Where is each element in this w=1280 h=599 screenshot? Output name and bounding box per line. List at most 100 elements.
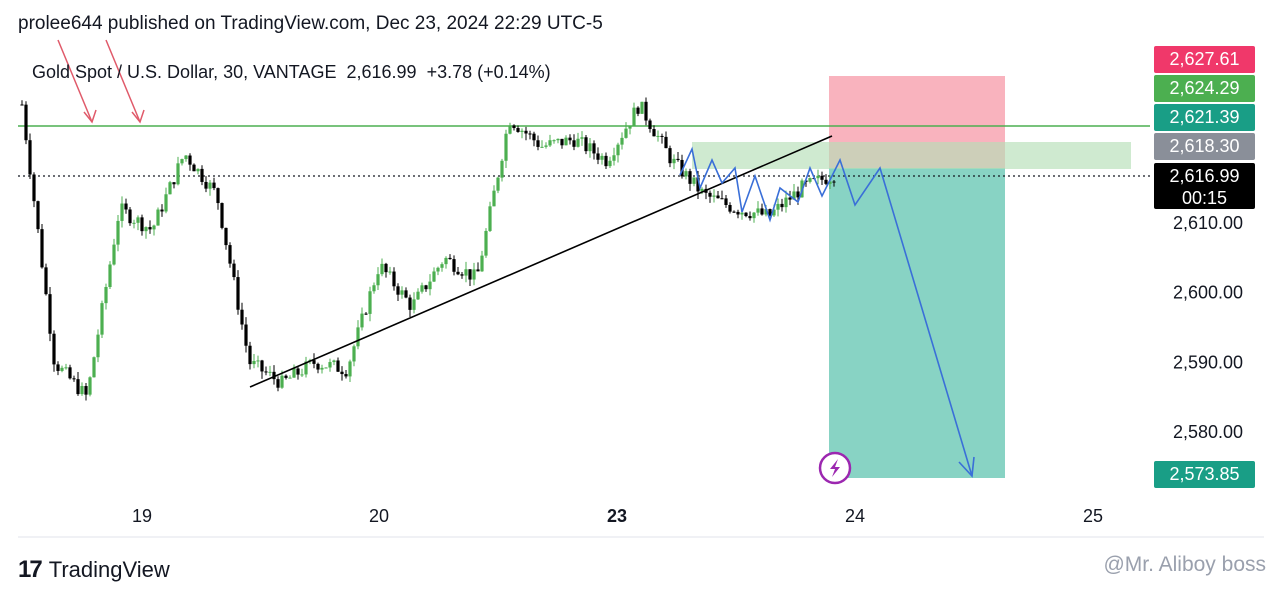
candle-body (312, 360, 316, 364)
candle-body (148, 227, 152, 230)
lightning-icon (818, 451, 852, 485)
stop-price-tag: 2,627.61 (1154, 46, 1255, 73)
candle-body (384, 263, 388, 273)
y-tick-label: 2,590.00 (1173, 352, 1243, 372)
candle-body (652, 129, 656, 137)
candle-body (164, 194, 168, 212)
candle-body (500, 160, 504, 178)
candle-body (272, 371, 276, 380)
candle-body (424, 285, 428, 290)
candle-body (696, 177, 700, 192)
candle-body (708, 192, 712, 197)
candle-body (516, 128, 520, 132)
candle-body (520, 130, 524, 132)
candle-body (732, 211, 736, 213)
candle-body (488, 206, 492, 231)
candle-body (768, 209, 772, 216)
projection-arrowhead (958, 456, 975, 478)
candle-body (216, 188, 220, 204)
candle-body (280, 375, 284, 388)
candle-body (32, 174, 36, 202)
candle-body (92, 357, 96, 378)
trendline (249, 135, 833, 388)
candle-body (808, 178, 812, 182)
candle-body (536, 140, 540, 147)
candle-body (40, 229, 44, 268)
candle-body (156, 209, 160, 226)
candle-body (392, 271, 396, 287)
candle-body (788, 197, 792, 200)
candle-body (644, 101, 648, 121)
candle-body (332, 360, 336, 363)
candle-body (664, 136, 668, 149)
candle-body (140, 217, 144, 232)
candle-body (600, 155, 604, 160)
candle-body (584, 137, 588, 152)
candle-body (388, 271, 392, 273)
candle-body (676, 158, 680, 160)
candle-body (248, 345, 252, 365)
candle-body (108, 264, 112, 287)
published-header: prolee644 published on TradingView.com, … (18, 13, 603, 34)
candle-body (188, 155, 192, 165)
candle-body (456, 271, 460, 275)
candle-body (568, 137, 572, 141)
x-tick-label: 24 (845, 506, 865, 526)
candle-body (580, 137, 584, 139)
candle-body (484, 230, 488, 256)
candle-body (380, 263, 384, 275)
candle-body (132, 222, 136, 224)
candle-body (508, 125, 512, 134)
candle-body (480, 255, 484, 272)
candle-body (700, 188, 704, 192)
candle-body (176, 163, 180, 185)
candle-body (780, 203, 784, 208)
candle-body (316, 363, 320, 370)
candle-body (328, 362, 332, 368)
symbol-name: Gold Spot / U.S. Dollar, 30, VANTAGE (32, 62, 337, 82)
candle-body (244, 324, 248, 346)
x-tick-label: 20 (369, 506, 389, 526)
candle-body (104, 286, 108, 304)
candle-body (60, 367, 64, 371)
candle-body (76, 379, 80, 395)
candle-body (324, 367, 328, 369)
candle-body (688, 171, 692, 184)
y-tick-label: 2,580.00 (1173, 422, 1243, 442)
candle-body (52, 333, 56, 365)
candle-body (660, 135, 664, 137)
candle-body (236, 277, 240, 310)
candle-body (628, 125, 632, 129)
candle-body (288, 377, 292, 379)
candle-body (404, 290, 408, 298)
tv-logo-icon: 17 (18, 556, 43, 583)
current-price-value: 2,616.99 (1169, 166, 1240, 186)
candle-body (668, 148, 672, 164)
candle-body (632, 107, 636, 126)
candle-body (416, 291, 420, 300)
candle-body (364, 313, 368, 315)
candle-body (96, 334, 100, 358)
candle-body (452, 259, 456, 272)
candle-body (784, 197, 788, 208)
candle-body (420, 285, 424, 292)
candle-body (468, 269, 472, 280)
candle-body (556, 138, 560, 141)
candle-body (612, 155, 616, 161)
candle-body (80, 386, 84, 395)
red-arrow-1-head (83, 109, 97, 124)
candle-body (220, 203, 224, 228)
candle-body (728, 204, 732, 212)
candle-body (200, 168, 204, 182)
red-arrow-2 (105, 39, 141, 123)
candle-body (572, 140, 576, 147)
candle-body (564, 137, 568, 146)
candle-body (400, 290, 404, 295)
candle-body (436, 267, 440, 272)
green-high-price-tag: 2,624.29 (1154, 75, 1255, 102)
candle-body (292, 368, 296, 378)
y-tick-label: 2,610.00 (1173, 213, 1243, 233)
symbol-legend: Gold Spot / U.S. Dollar, 30, VANTAGE 2,6… (32, 62, 551, 83)
tradingview-logo[interactable]: 17 TradingView (18, 556, 170, 584)
